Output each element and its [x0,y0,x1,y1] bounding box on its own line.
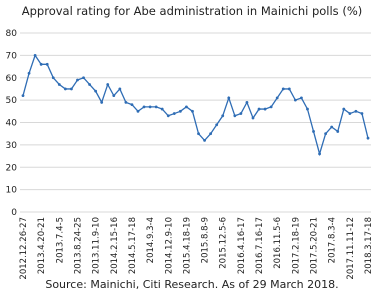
data-point [76,78,79,82]
data-point [136,109,140,113]
data-point [160,107,164,111]
data-point [197,132,200,136]
x-tick-label: 2016.11.5-6 [273,217,283,269]
data-point [354,109,358,113]
x-tick-label: 2013.11.9-10 [92,217,102,274]
x-tick-label: 2017.8.3-4 [328,217,338,263]
data-point [57,83,61,86]
data-point [82,76,85,80]
data-point [33,53,37,57]
source-note: Source: Mainichi, Citi Research. As of 2… [45,278,338,291]
data-point [263,107,267,111]
y-tick-label: 20 [6,163,18,173]
data-point [239,112,243,115]
data-point [166,114,170,118]
data-point [191,109,194,113]
data-point [142,105,146,109]
data-point [342,107,346,111]
data-point [360,112,364,115]
data-point [21,94,25,98]
data-point [330,125,334,129]
data-point [112,94,116,98]
data-point [324,132,328,136]
x-tick-label: 2017.2.18-19 [291,217,301,274]
data-point [118,87,122,91]
x-tick-label: 2017.11.11-12 [346,217,356,280]
y-tick-label: 30 [6,141,18,151]
data-point [312,130,315,133]
data-point [39,62,43,66]
data-point [45,62,49,66]
data-point [51,76,55,80]
x-tick-label: 2016.4.16-17 [237,217,247,274]
data-point [124,100,128,104]
data-point [366,136,370,140]
y-tick-label: 70 [6,51,18,61]
data-point [251,116,255,120]
data-point [185,105,188,109]
data-point [130,103,134,106]
data-point [306,107,309,111]
data-point [88,83,91,86]
x-tick-label: 2018.3.17-18 [364,217,374,274]
y-tick-label: 0 [11,208,17,218]
data-point [172,112,176,115]
data-point [27,71,31,75]
data-point [233,114,237,118]
y-tick-label: 50 [6,96,18,106]
x-tick-label: 2017.5.20-21 [310,217,320,274]
data-point [94,89,98,93]
data-point [336,130,340,133]
y-tick-label: 10 [6,186,18,196]
data-point [245,100,249,104]
data-point [106,83,110,86]
data-point [63,87,67,91]
data-point [257,107,261,111]
x-tick-label: 2015.8.8-9 [201,217,211,263]
y-tick-label: 40 [6,119,18,129]
x-tick-label: 2014.5.17-18 [128,217,138,274]
data-point [148,105,152,109]
data-point [318,152,321,156]
data-point [300,96,303,100]
data-line [22,53,369,157]
x-tick-label: 2013.4.20-21 [37,217,47,274]
data-point [293,98,297,102]
x-tick-label: 2013.7.4-5 [55,217,65,263]
chart-title: Approval rating for Abe administration i… [22,4,362,18]
y-tick-label: 60 [6,74,18,84]
data-point [281,87,285,91]
data-point [287,87,291,91]
data-point [203,139,206,142]
data-point [178,109,182,113]
x-tick-label: 2016.7.16-17 [255,217,265,274]
x-tick-label: 2012.12.26-27 [19,217,29,280]
x-tick-label: 2014.9.3-4 [146,217,156,263]
x-tick-label: 2014.12.9-10 [164,217,174,274]
data-point [209,132,213,136]
data-point [221,114,225,118]
data-point [269,105,273,109]
data-point [275,96,279,100]
data-point [227,96,231,100]
data-point [348,112,352,115]
data-point [154,105,158,109]
data-point [70,87,73,91]
x-tick-label: 2015.4.18-19 [182,217,192,274]
data-point [215,123,219,127]
x-tick-label: 2013.8.24-25 [73,217,83,274]
data-point [100,100,104,104]
x-tick-label: 2015.12.5-6 [219,217,229,269]
y-tick-label: 80 [6,29,18,39]
x-tick-label: 2014.2.15-16 [110,217,120,274]
